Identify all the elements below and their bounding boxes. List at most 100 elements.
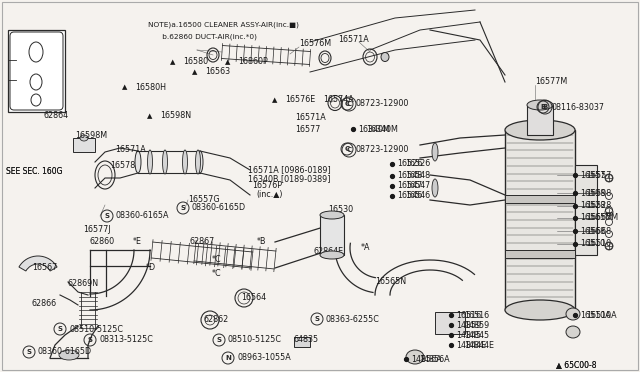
Text: 16564: 16564 bbox=[241, 294, 266, 302]
Text: 16571A: 16571A bbox=[115, 144, 146, 154]
Text: 16571A: 16571A bbox=[295, 113, 326, 122]
Text: 62869N: 62869N bbox=[68, 279, 99, 288]
Text: *A: *A bbox=[361, 244, 371, 253]
Text: 08510-5125C: 08510-5125C bbox=[228, 336, 282, 344]
Text: 62864E: 62864E bbox=[313, 247, 343, 257]
Text: 16340B [0189-0389]: 16340B [0189-0389] bbox=[248, 174, 330, 183]
Text: S: S bbox=[26, 349, 31, 355]
Text: 08510-5125C: 08510-5125C bbox=[69, 324, 123, 334]
Text: 62866: 62866 bbox=[32, 298, 57, 308]
Ellipse shape bbox=[527, 100, 553, 110]
Text: 16598M: 16598M bbox=[75, 131, 107, 141]
Bar bbox=[527, 105, 553, 135]
Ellipse shape bbox=[320, 251, 344, 259]
Text: 14859: 14859 bbox=[464, 321, 489, 330]
Text: 16598: 16598 bbox=[586, 189, 611, 198]
Text: B: B bbox=[542, 104, 548, 110]
Text: ▲: ▲ bbox=[170, 59, 175, 65]
Text: 16510: 16510 bbox=[586, 240, 611, 248]
Bar bbox=[505, 130, 575, 310]
Ellipse shape bbox=[147, 150, 152, 174]
Text: 16577J: 16577J bbox=[83, 225, 111, 234]
Text: 16516: 16516 bbox=[464, 311, 489, 320]
Text: 14845: 14845 bbox=[464, 330, 489, 340]
Text: 16516: 16516 bbox=[456, 311, 481, 320]
Text: 16528: 16528 bbox=[586, 202, 611, 211]
Bar bbox=[435, 312, 465, 334]
Text: 62860: 62860 bbox=[89, 237, 114, 247]
Text: 16576E: 16576E bbox=[285, 96, 316, 105]
Text: 08313-5125C: 08313-5125C bbox=[99, 336, 153, 344]
Text: 08963-1055A: 08963-1055A bbox=[237, 353, 291, 362]
Text: S: S bbox=[104, 213, 109, 219]
Text: 16510A: 16510A bbox=[580, 311, 611, 320]
Text: 14844E: 14844E bbox=[456, 340, 486, 350]
Text: 16510: 16510 bbox=[580, 240, 605, 248]
Text: *D: *D bbox=[146, 263, 156, 272]
Text: 16528: 16528 bbox=[580, 202, 605, 211]
Text: 16598: 16598 bbox=[580, 189, 605, 198]
Text: 16547: 16547 bbox=[405, 182, 430, 190]
Text: 16510A: 16510A bbox=[586, 311, 616, 320]
Bar bbox=[73, 138, 95, 152]
Text: B: B bbox=[540, 104, 546, 110]
Text: S: S bbox=[88, 337, 93, 343]
Text: 16577: 16577 bbox=[295, 125, 321, 135]
Text: C: C bbox=[344, 101, 349, 107]
Text: *B: *B bbox=[257, 237, 266, 247]
Text: 16565N: 16565N bbox=[375, 278, 406, 286]
Text: 16557: 16557 bbox=[586, 170, 611, 180]
Text: 64835: 64835 bbox=[294, 336, 319, 344]
Ellipse shape bbox=[326, 223, 334, 251]
Text: ▲ 65C00-8: ▲ 65C00-8 bbox=[556, 360, 596, 369]
Text: 16568: 16568 bbox=[580, 227, 605, 235]
Text: 08360-6165D: 08360-6165D bbox=[192, 203, 246, 212]
Text: 16563: 16563 bbox=[205, 67, 230, 77]
Ellipse shape bbox=[406, 350, 424, 364]
Bar bbox=[505, 195, 575, 203]
Text: 14844E: 14844E bbox=[464, 340, 494, 350]
Text: 16548: 16548 bbox=[397, 171, 422, 180]
Text: N: N bbox=[225, 355, 231, 361]
Ellipse shape bbox=[381, 52, 389, 61]
Text: SEE SEC. 160G: SEE SEC. 160G bbox=[6, 167, 63, 176]
Bar bbox=[294, 337, 310, 347]
Text: C: C bbox=[346, 101, 351, 107]
Text: 16574A: 16574A bbox=[323, 96, 354, 105]
Text: 16580H: 16580H bbox=[135, 83, 166, 92]
Bar bbox=[8, 30, 65, 112]
Text: 16548: 16548 bbox=[405, 171, 430, 180]
Text: 16565M: 16565M bbox=[586, 214, 618, 222]
Text: 16580: 16580 bbox=[183, 58, 208, 67]
Ellipse shape bbox=[566, 308, 580, 320]
Text: *C: *C bbox=[212, 256, 221, 264]
Text: S: S bbox=[314, 316, 319, 322]
Ellipse shape bbox=[566, 326, 580, 338]
Text: ▲: ▲ bbox=[225, 59, 230, 65]
Text: SEE SEC. 160G: SEE SEC. 160G bbox=[6, 167, 63, 176]
Ellipse shape bbox=[505, 300, 575, 320]
Text: 08360-6165D: 08360-6165D bbox=[38, 347, 92, 356]
Text: 16598N: 16598N bbox=[160, 112, 191, 121]
Text: S: S bbox=[180, 205, 186, 211]
Bar bbox=[505, 250, 575, 258]
Text: 08360-6165A: 08360-6165A bbox=[116, 212, 170, 221]
Text: 08363-6255C: 08363-6255C bbox=[326, 314, 380, 324]
Ellipse shape bbox=[163, 150, 168, 174]
Bar bbox=[320, 215, 344, 255]
Text: 16578: 16578 bbox=[110, 160, 135, 170]
Ellipse shape bbox=[59, 350, 79, 360]
Text: 16576M: 16576M bbox=[299, 38, 331, 48]
Text: 16546: 16546 bbox=[405, 192, 430, 201]
Text: b.62860 DUCT-AIR(inc.*0): b.62860 DUCT-AIR(inc.*0) bbox=[148, 33, 257, 39]
Text: 16530: 16530 bbox=[328, 205, 353, 215]
Text: ▲ 65C00-8: ▲ 65C00-8 bbox=[556, 360, 596, 369]
Text: 16526: 16526 bbox=[397, 160, 422, 169]
Text: 16571A: 16571A bbox=[338, 35, 369, 44]
Text: 08723-12900: 08723-12900 bbox=[356, 144, 410, 154]
Text: 16340M: 16340M bbox=[366, 125, 398, 134]
Text: 62864: 62864 bbox=[44, 110, 69, 119]
Text: 16526: 16526 bbox=[405, 160, 430, 169]
Text: *C: *C bbox=[212, 269, 221, 278]
Text: ▲: ▲ bbox=[122, 84, 127, 90]
